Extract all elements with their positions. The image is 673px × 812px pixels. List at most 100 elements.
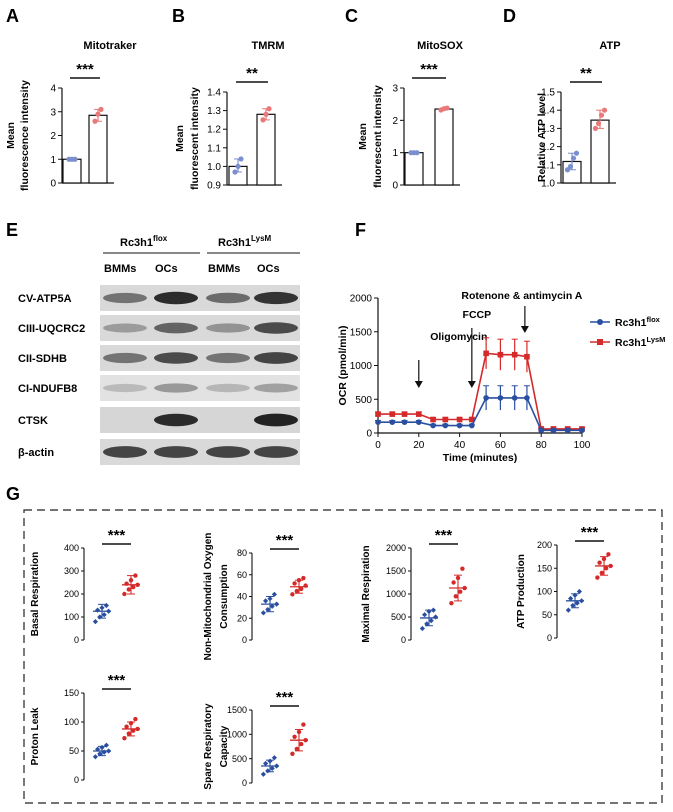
g-point-flox-1 <box>265 606 271 613</box>
wb-band <box>154 291 198 305</box>
y-tick-label-b: 1.3 <box>207 106 221 117</box>
y-tick-label-b: 0.9 <box>207 181 221 192</box>
g-y-tick-label-0: 300 <box>64 566 79 576</box>
ocr-point-lysm <box>469 416 475 423</box>
g-point-lysm-5 <box>301 722 306 727</box>
y-tick-label-c: 1 <box>392 148 398 159</box>
panel-label-g: G <box>6 484 20 504</box>
wb-lane-2: OCs <box>155 263 178 275</box>
g-point-flox-1 <box>271 591 277 597</box>
g-y-label-0: Basal Respiration <box>30 552 41 636</box>
g-sig-label-0: *** <box>108 527 126 544</box>
data-point-d <box>564 167 571 173</box>
wb-lane-4: OCs <box>257 263 280 275</box>
g-point-lysm-1 <box>290 592 295 597</box>
legend-label-0: Rc3h1flox <box>615 315 661 329</box>
ocr-point-flox <box>375 419 381 426</box>
wb-band <box>254 383 298 393</box>
wb-band <box>103 352 147 364</box>
g-point-lysm-3 <box>606 552 611 557</box>
y-label-b: fluorescent intensity <box>189 87 201 190</box>
wb-band <box>206 292 250 304</box>
g-point-flox-3 <box>570 602 576 609</box>
g-point-lysm-5 <box>290 751 295 756</box>
g-point-flox-4 <box>95 746 101 752</box>
wb-band <box>103 323 147 333</box>
ocr-chart: 0 500 1000 1500 2000 0 20 40 60 80 100 OCR (pmol/mi… <box>337 290 665 464</box>
g-point-flox-1 <box>260 610 266 616</box>
ocr-point-lysm <box>389 411 396 417</box>
g-point-lysm-3 <box>601 556 607 562</box>
g-point-flox-4 <box>101 749 107 755</box>
g-point-flox-3 <box>568 595 574 602</box>
annotation-arrowhead-oligomycin <box>414 381 423 388</box>
g-point-lysm-4 <box>133 716 138 722</box>
data-point-b <box>260 117 266 123</box>
wb-band <box>254 291 298 305</box>
g-point-lysm-0 <box>133 573 138 578</box>
g-point-flox-5 <box>269 765 275 771</box>
g-y-tick-label-3: 150 <box>537 563 552 573</box>
g-point-lysm-0 <box>135 582 140 587</box>
wb-row-label: CIII-UQCRC2 <box>18 323 85 335</box>
wb-band <box>103 292 147 304</box>
panel-g-border <box>23 509 663 804</box>
ocr-point-flox <box>389 419 396 426</box>
g-y-label-5: Spare Respiratory <box>203 703 214 790</box>
data-point-c <box>444 105 450 111</box>
ocr-x-tick-label: 60 <box>495 440 507 451</box>
g-point-lysm-2 <box>453 594 458 599</box>
ocr-point-flox <box>456 422 463 429</box>
g-point-lysm-0 <box>128 578 134 583</box>
g-point-flox-3 <box>579 598 585 604</box>
panel-label-f: F <box>355 220 366 240</box>
g-point-lysm-4 <box>124 724 129 729</box>
g-point-flox-5 <box>274 763 280 769</box>
annotation-rotenone-antimycin: Rotenone & antimycin A <box>461 290 582 302</box>
ocr-x-tick-label: 20 <box>413 440 425 451</box>
panel-label-a: A <box>6 6 19 26</box>
g-y-tick-label-4: 0 <box>74 775 79 785</box>
ocr-point-lysm <box>483 350 489 357</box>
ocr-x-tick-label: 80 <box>536 440 548 451</box>
g-y-tick-label-4: 150 <box>64 688 79 698</box>
g-point-flox-0 <box>103 602 109 609</box>
g-point-flox-2 <box>430 607 436 613</box>
wb-band <box>206 323 250 333</box>
g-panels: 0 100 200 300 400 Basal Respiration *** 0 20 40 60… <box>30 524 613 790</box>
g-point-flox-0 <box>101 612 107 618</box>
y-label-a: Mean <box>5 122 17 149</box>
wb-band <box>154 413 198 427</box>
g-y-tick-label-2: 1500 <box>386 566 406 576</box>
g-point-lysm-2 <box>458 589 463 594</box>
bar-b-1 <box>256 113 276 186</box>
ocr-point-lysm <box>456 416 463 423</box>
g-point-lysm-1 <box>292 581 297 586</box>
data-point-a <box>92 118 98 124</box>
g-y-tick-label-1: 60 <box>237 570 247 580</box>
g-point-flox-3 <box>565 607 571 613</box>
ocr-point-flox <box>511 395 518 401</box>
g-point-lysm-4 <box>128 720 134 726</box>
g-sig-label-3: *** <box>581 524 599 541</box>
g-point-flox-2 <box>422 612 428 618</box>
ocr-point-flox <box>469 422 475 429</box>
ocr-series-line-1 <box>378 352 582 430</box>
data-point-d <box>570 155 577 161</box>
panel-title-a: Mitotraker <box>83 40 137 52</box>
g-point-flox-2 <box>424 621 430 627</box>
g-point-lysm-5 <box>296 729 302 735</box>
g-y-tick-label-3: 50 <box>542 610 552 620</box>
wb-band <box>254 352 298 364</box>
wb-row-label: CV-ATP5A <box>18 293 72 305</box>
g-point-lysm-3 <box>608 563 613 569</box>
g-point-flox-5 <box>260 771 266 777</box>
wb-lane-3: BMMs <box>208 263 240 275</box>
ocr-point-lysm <box>430 416 436 423</box>
ocr-point-flox <box>430 422 436 429</box>
g-point-lysm-4 <box>131 728 136 733</box>
ocr-point-flox <box>538 427 544 434</box>
wb-row-label: CTSK <box>18 415 48 427</box>
y-label-c: fluorescent intensity <box>372 85 384 188</box>
ocr-x-tick-label: 40 <box>454 440 466 451</box>
